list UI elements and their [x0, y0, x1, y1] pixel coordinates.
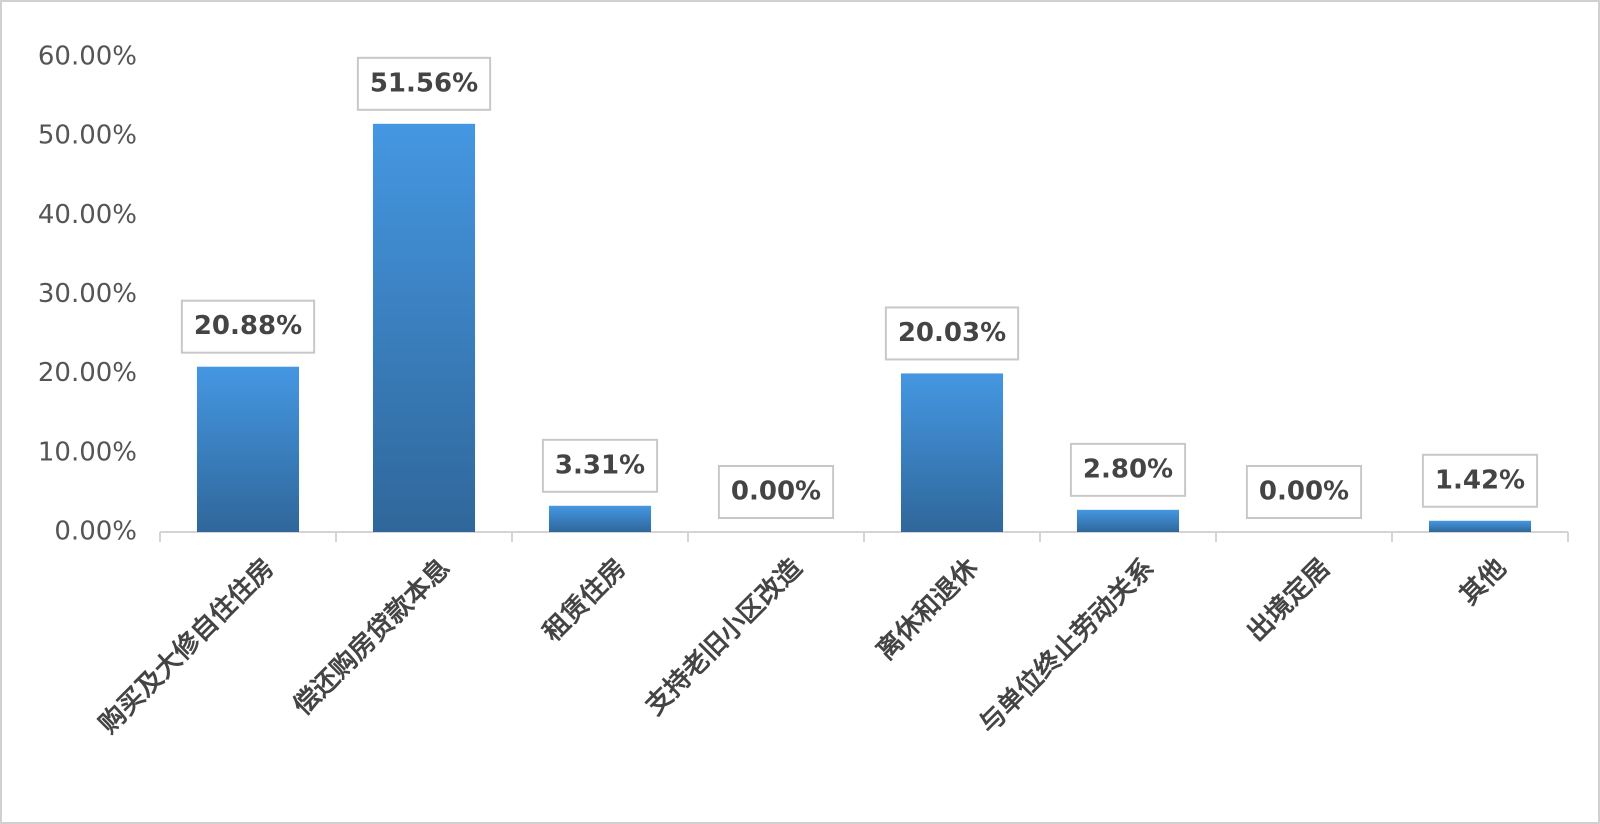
value-label-box — [180, 299, 316, 354]
value-label-box — [1069, 442, 1187, 497]
value-label: 1.42% — [1421, 453, 1539, 508]
value-label-box — [1245, 465, 1363, 519]
value-label: 3.31% — [541, 438, 659, 493]
value-label-box — [1421, 453, 1539, 508]
bar — [372, 123, 476, 533]
value-label-text: 20.88% — [194, 311, 302, 341]
value-label: 20.03% — [884, 306, 1020, 361]
value-label-box — [356, 56, 492, 111]
value-label: 51.56% — [356, 56, 492, 111]
value-label: 20.88% — [180, 299, 316, 354]
value-label-text: 20.03% — [898, 318, 1006, 348]
y-tick-label: 30.00% — [38, 279, 137, 309]
y-tick-label: 40.00% — [38, 200, 137, 230]
y-tick-label: 0.00% — [54, 517, 137, 547]
bar — [196, 366, 300, 532]
bar — [548, 505, 652, 532]
value-label-text: 0.00% — [1259, 477, 1349, 507]
bar — [1428, 520, 1532, 532]
value-label: 0.00% — [1245, 465, 1363, 519]
value-label-text: 1.42% — [1435, 465, 1525, 495]
y-tick-label: 50.00% — [38, 121, 137, 151]
value-label-box — [884, 306, 1020, 361]
bar — [900, 373, 1004, 532]
y-tick-label: 10.00% — [38, 437, 137, 467]
y-tick-label: 60.00% — [38, 42, 137, 72]
bar — [1076, 509, 1180, 532]
value-label: 0.00% — [717, 465, 835, 519]
value-label-text: 0.00% — [731, 477, 821, 507]
value-label-box — [717, 465, 835, 519]
y-tick-label: 20.00% — [38, 358, 137, 388]
value-label-text: 51.56% — [370, 68, 478, 98]
value-label-text: 3.31% — [555, 450, 645, 480]
value-label-box — [541, 438, 659, 493]
value-label: 2.80% — [1069, 442, 1187, 497]
value-label-text: 2.80% — [1083, 454, 1173, 484]
